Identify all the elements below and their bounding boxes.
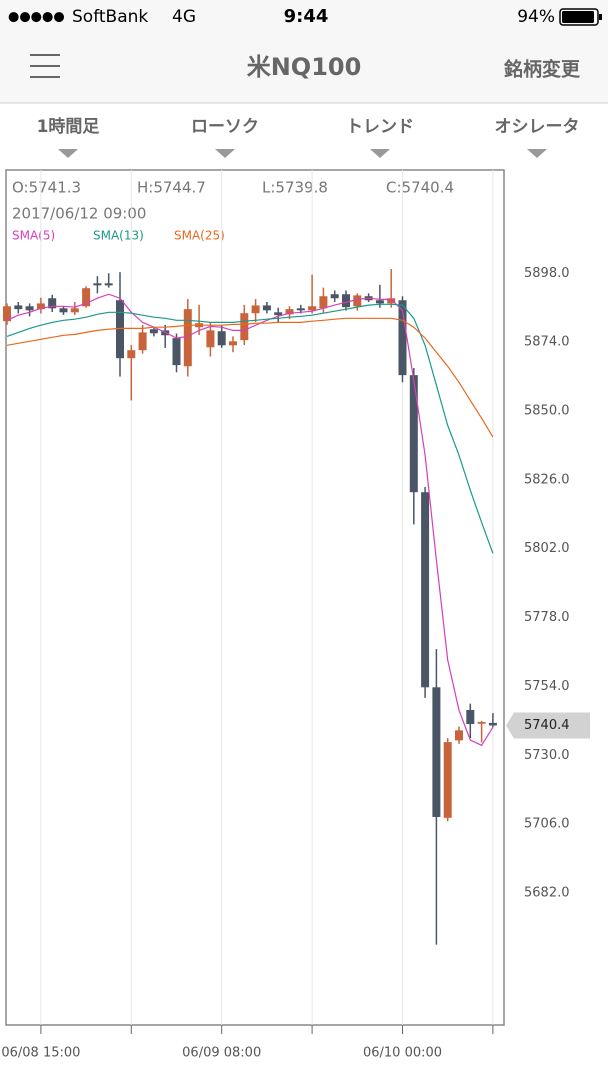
candle-body xyxy=(274,312,283,316)
candle-body xyxy=(70,308,79,313)
candle-body xyxy=(262,305,271,311)
candle-body xyxy=(398,300,407,376)
candle-body xyxy=(342,294,350,308)
x-tick-label: 06/10 00:00 xyxy=(363,1046,442,1061)
y-tick-label: 5730.0 xyxy=(524,748,570,763)
sma-line xyxy=(6,293,494,747)
candle-body xyxy=(455,730,463,741)
tab-label[interactable]: トレンド xyxy=(346,117,414,137)
tab-label[interactable]: ローソク xyxy=(191,117,259,137)
candle-body xyxy=(409,375,418,493)
y-tick-label: 5874.0 xyxy=(524,335,570,350)
candle-body xyxy=(251,305,260,314)
network: 4G xyxy=(172,7,196,27)
tab-arrow xyxy=(215,149,235,158)
candle-body xyxy=(14,305,23,310)
last-price-box xyxy=(506,712,590,739)
plot-frame xyxy=(5,169,505,1026)
candle-body xyxy=(93,283,102,286)
carrier: SoftBank xyxy=(72,7,148,27)
candle-body xyxy=(48,298,57,309)
y-tick-label: 5850.0 xyxy=(524,404,570,419)
ohlc-label: L:5739.8 xyxy=(262,179,328,197)
tab-arrow xyxy=(370,149,390,158)
legend-entry: SMA(13) xyxy=(93,229,144,243)
last-price-label: 5740.4 xyxy=(524,718,570,733)
sma-line xyxy=(6,317,494,438)
legend-entry: SMA(5) xyxy=(12,229,55,243)
y-tick-label: 5802.0 xyxy=(524,541,570,556)
y-tick-label: 5706.0 xyxy=(524,817,570,832)
candle-body xyxy=(353,295,362,307)
tab-arrow xyxy=(58,149,78,158)
battery-icon xyxy=(559,8,602,26)
candle-body xyxy=(36,303,45,310)
ohlc-label: O:5741.3 xyxy=(12,179,81,197)
y-tick-label: 5682.0 xyxy=(524,886,570,901)
datetime: 2017/06/12 09:00 xyxy=(12,205,146,223)
candle-body xyxy=(59,308,68,313)
candle-body xyxy=(308,306,317,311)
candle-body xyxy=(217,331,226,346)
tab-label[interactable]: オシレータ xyxy=(495,117,580,137)
candle-body xyxy=(229,341,237,346)
tab-label[interactable]: 1時間足 xyxy=(37,116,100,137)
candle-body xyxy=(443,742,452,818)
legend-entry: SMA(25) xyxy=(174,229,225,243)
candle-body xyxy=(138,332,147,351)
candle-body xyxy=(421,492,430,688)
candle-body xyxy=(116,300,124,359)
tab-arrow xyxy=(527,149,547,158)
change-symbol[interactable]: 銘柄変更 xyxy=(504,58,581,81)
candle-body xyxy=(330,294,339,299)
candle-body xyxy=(432,687,441,817)
nav-title: 米NQ100 xyxy=(247,53,362,81)
x-tick-label: 06/09 08:00 xyxy=(182,1046,261,1061)
candle-body xyxy=(375,300,384,304)
ohlc-label: H:5744.7 xyxy=(137,179,206,197)
candle-body xyxy=(296,308,305,311)
candle-body xyxy=(3,306,11,322)
candle-body xyxy=(149,329,158,334)
candle-body xyxy=(488,722,497,726)
y-tick-label: 5778.0 xyxy=(524,610,570,625)
sma-line xyxy=(6,303,494,554)
candle-body xyxy=(319,296,328,309)
candle-body xyxy=(25,306,34,311)
candle-body xyxy=(477,722,486,724)
candle-body xyxy=(104,283,113,286)
candle-body xyxy=(387,298,396,304)
battery-text: 94% xyxy=(517,7,555,27)
y-tick-label: 5826.0 xyxy=(524,472,570,487)
candle-body xyxy=(240,313,249,341)
candle-body xyxy=(285,309,294,315)
candle-body xyxy=(466,709,475,725)
x-tick-label: 06/08 15:00 xyxy=(1,1046,80,1061)
candle-body xyxy=(206,330,215,348)
clock: 9:44 xyxy=(284,6,329,27)
ohlc-label: C:5740.4 xyxy=(386,179,454,197)
candle-body xyxy=(127,350,136,359)
y-tick-label: 5898.0 xyxy=(524,266,570,281)
candle-body xyxy=(82,288,91,307)
header-bg xyxy=(0,0,608,103)
candle-body xyxy=(172,338,181,366)
y-tick-label: 5754.0 xyxy=(524,679,570,694)
menu-button[interactable] xyxy=(30,54,60,78)
candle-body xyxy=(183,309,192,367)
signal: ●●●●● xyxy=(8,10,65,25)
